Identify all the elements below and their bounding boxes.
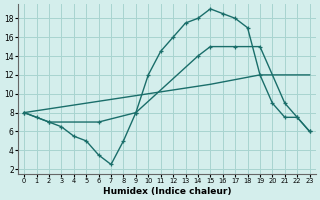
X-axis label: Humidex (Indice chaleur): Humidex (Indice chaleur) — [103, 187, 231, 196]
